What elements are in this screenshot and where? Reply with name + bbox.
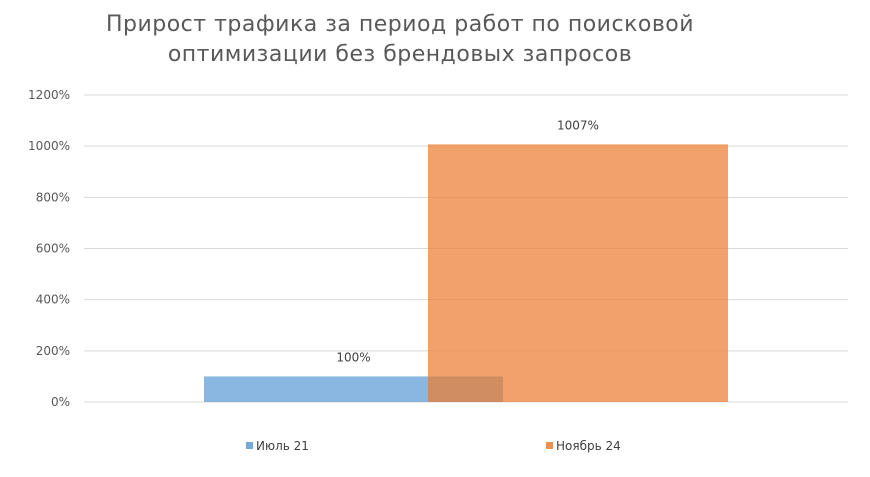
chart-title-line-2: оптимизации без брендовых запросов xyxy=(167,42,633,67)
y-tick-label-4: 800% xyxy=(36,190,70,204)
data-label-1: 100% xyxy=(336,350,370,364)
y-tick-label-1: 200% xyxy=(36,344,70,358)
legend-label-1: Июль 21 xyxy=(256,439,309,453)
legend-label-2: Ноябрь 24 xyxy=(556,439,621,453)
y-tick-label-0: 0% xyxy=(51,395,70,409)
y-tick-label-2: 400% xyxy=(36,293,70,307)
data-label-2: 1007% xyxy=(557,118,599,132)
legend-swatch-1 xyxy=(246,442,253,449)
bar-2 xyxy=(428,144,728,402)
y-tick-label-6: 1200% xyxy=(28,88,70,102)
legend-swatch-2 xyxy=(546,442,553,449)
y-tick-label-5: 1000% xyxy=(28,139,70,153)
chart-title: Прирост трафика за период работ по поиск… xyxy=(0,10,800,70)
chart-title-line-1: Прирост трафика за период работ по поиск… xyxy=(105,12,695,37)
y-tick-label-3: 600% xyxy=(36,242,70,256)
